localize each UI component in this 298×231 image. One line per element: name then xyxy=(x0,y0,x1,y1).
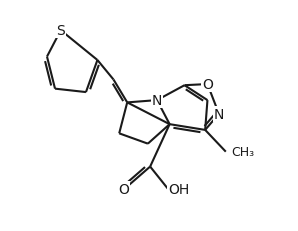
Text: N: N xyxy=(152,94,162,108)
Text: O: O xyxy=(118,183,129,197)
Text: OH: OH xyxy=(168,183,190,197)
Text: CH₃: CH₃ xyxy=(232,146,255,158)
Text: N: N xyxy=(214,107,224,121)
Text: O: O xyxy=(202,78,213,92)
Text: S: S xyxy=(56,24,65,38)
